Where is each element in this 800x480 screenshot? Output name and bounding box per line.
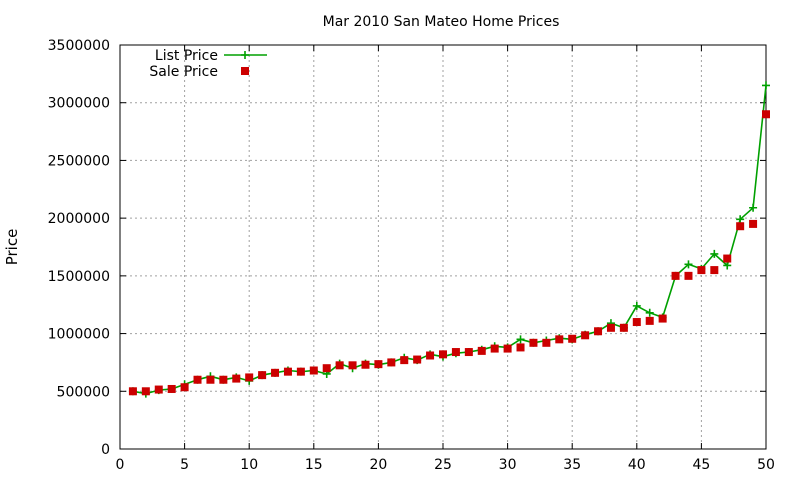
sale-price-point bbox=[219, 375, 228, 384]
sale-price-point bbox=[154, 385, 163, 394]
sale-price-point bbox=[658, 314, 667, 323]
sale-price-point bbox=[762, 110, 770, 119]
list-price-point bbox=[710, 249, 719, 258]
x-tick-label: 5 bbox=[180, 457, 189, 473]
sale-price-point bbox=[594, 327, 603, 336]
sale-price-point bbox=[167, 384, 176, 393]
x-tick-label: 0 bbox=[116, 457, 125, 473]
x-tick-label: 50 bbox=[757, 457, 775, 473]
sale-price-point bbox=[400, 356, 409, 365]
list-price-point bbox=[516, 335, 525, 344]
y-tick-label: 1500000 bbox=[48, 269, 110, 285]
sale-price-point bbox=[426, 351, 435, 360]
sale-price-point bbox=[684, 271, 693, 280]
list-price-point bbox=[645, 308, 654, 317]
sale-price-point bbox=[529, 338, 538, 347]
sale-price-point bbox=[348, 361, 357, 370]
sale-price-point bbox=[322, 364, 331, 373]
sale-price-point bbox=[464, 348, 473, 357]
x-tick-label: 35 bbox=[563, 457, 581, 473]
list-price-point bbox=[723, 261, 732, 270]
x-tick-label: 45 bbox=[692, 457, 710, 473]
plot-border bbox=[119, 44, 767, 450]
sale-price-point bbox=[439, 350, 447, 359]
y-tick-label: 0 bbox=[101, 442, 110, 458]
sale-price-point bbox=[542, 338, 551, 347]
sale-price-point bbox=[232, 374, 241, 383]
sale-price-point bbox=[477, 346, 486, 355]
sale-price-point bbox=[374, 360, 383, 369]
x-tick-label: 30 bbox=[499, 457, 517, 473]
y-axis-label: Price bbox=[3, 229, 21, 266]
sale-price-point bbox=[710, 266, 719, 275]
sale-price-point bbox=[632, 318, 641, 327]
sale-price-point bbox=[606, 323, 615, 332]
sale-price-point bbox=[503, 344, 512, 353]
sale-price-point bbox=[619, 323, 628, 332]
sale-price-point bbox=[697, 266, 706, 275]
sale-price-point bbox=[271, 368, 280, 377]
list-price-point bbox=[736, 215, 745, 224]
series-layer bbox=[128, 81, 770, 398]
x-tick-label: 40 bbox=[628, 457, 646, 473]
sale-price-point bbox=[258, 371, 267, 380]
sale-price-point bbox=[581, 331, 590, 340]
sale-price-point bbox=[451, 348, 460, 357]
sale-price-point bbox=[296, 367, 305, 376]
legend-marker-list-price bbox=[241, 51, 249, 59]
sale-price-point bbox=[736, 222, 745, 231]
sale-price-point bbox=[309, 366, 318, 375]
sale-price-point bbox=[671, 271, 680, 280]
list-price-point bbox=[632, 301, 641, 310]
y-tick-label: 2500000 bbox=[48, 153, 110, 169]
sale-price-point bbox=[490, 344, 499, 353]
sale-price-point bbox=[206, 375, 215, 384]
sale-price-point bbox=[141, 387, 150, 396]
y-tick-label: 2000000 bbox=[48, 211, 110, 227]
sale-price-point bbox=[193, 375, 202, 384]
sale-price-point bbox=[568, 334, 577, 343]
sale-price-point bbox=[335, 361, 344, 370]
x-tick-label: 15 bbox=[305, 457, 323, 473]
sale-price-point bbox=[180, 383, 189, 392]
legend-marker-sale-price bbox=[241, 67, 249, 75]
sale-price-point bbox=[283, 367, 292, 376]
x-tick-label: 25 bbox=[434, 457, 452, 473]
y-axis-ticks: 0 500000 1000000 1500000 2000000 2500000 30000… bbox=[48, 38, 766, 458]
sale-price-point bbox=[645, 316, 654, 325]
x-tick-label: 10 bbox=[240, 457, 258, 473]
legend: List Price Sale Price bbox=[149, 48, 267, 80]
sale-price-point bbox=[516, 343, 525, 352]
legend-label-list-price: List Price bbox=[155, 48, 218, 64]
sale-price-point bbox=[555, 335, 564, 344]
sale-price-point bbox=[387, 358, 396, 367]
legend-label-sale-price: Sale Price bbox=[149, 64, 218, 80]
list-price-point bbox=[684, 260, 693, 269]
y-tick-label: 3000000 bbox=[48, 96, 110, 112]
series-1 bbox=[128, 110, 770, 396]
list-price-point bbox=[749, 203, 758, 212]
chart-title: Mar 2010 San Mateo Home Prices bbox=[323, 14, 560, 30]
y-tick-label: 1000000 bbox=[48, 327, 110, 343]
x-tick-label: 20 bbox=[369, 457, 387, 473]
y-tick-label: 3500000 bbox=[48, 38, 110, 54]
list-price-point bbox=[762, 81, 770, 90]
sale-price-point bbox=[128, 387, 137, 396]
sale-price-point bbox=[413, 355, 422, 364]
x-axis-ticks: 0 5 10 15 20 25 30 35 40 45 50 bbox=[116, 45, 775, 473]
sale-price-point bbox=[361, 360, 370, 369]
sale-price-point bbox=[723, 254, 732, 263]
sale-price-point bbox=[749, 219, 758, 228]
y-tick-label: 500000 bbox=[57, 384, 110, 400]
sale-price-point bbox=[245, 373, 254, 382]
